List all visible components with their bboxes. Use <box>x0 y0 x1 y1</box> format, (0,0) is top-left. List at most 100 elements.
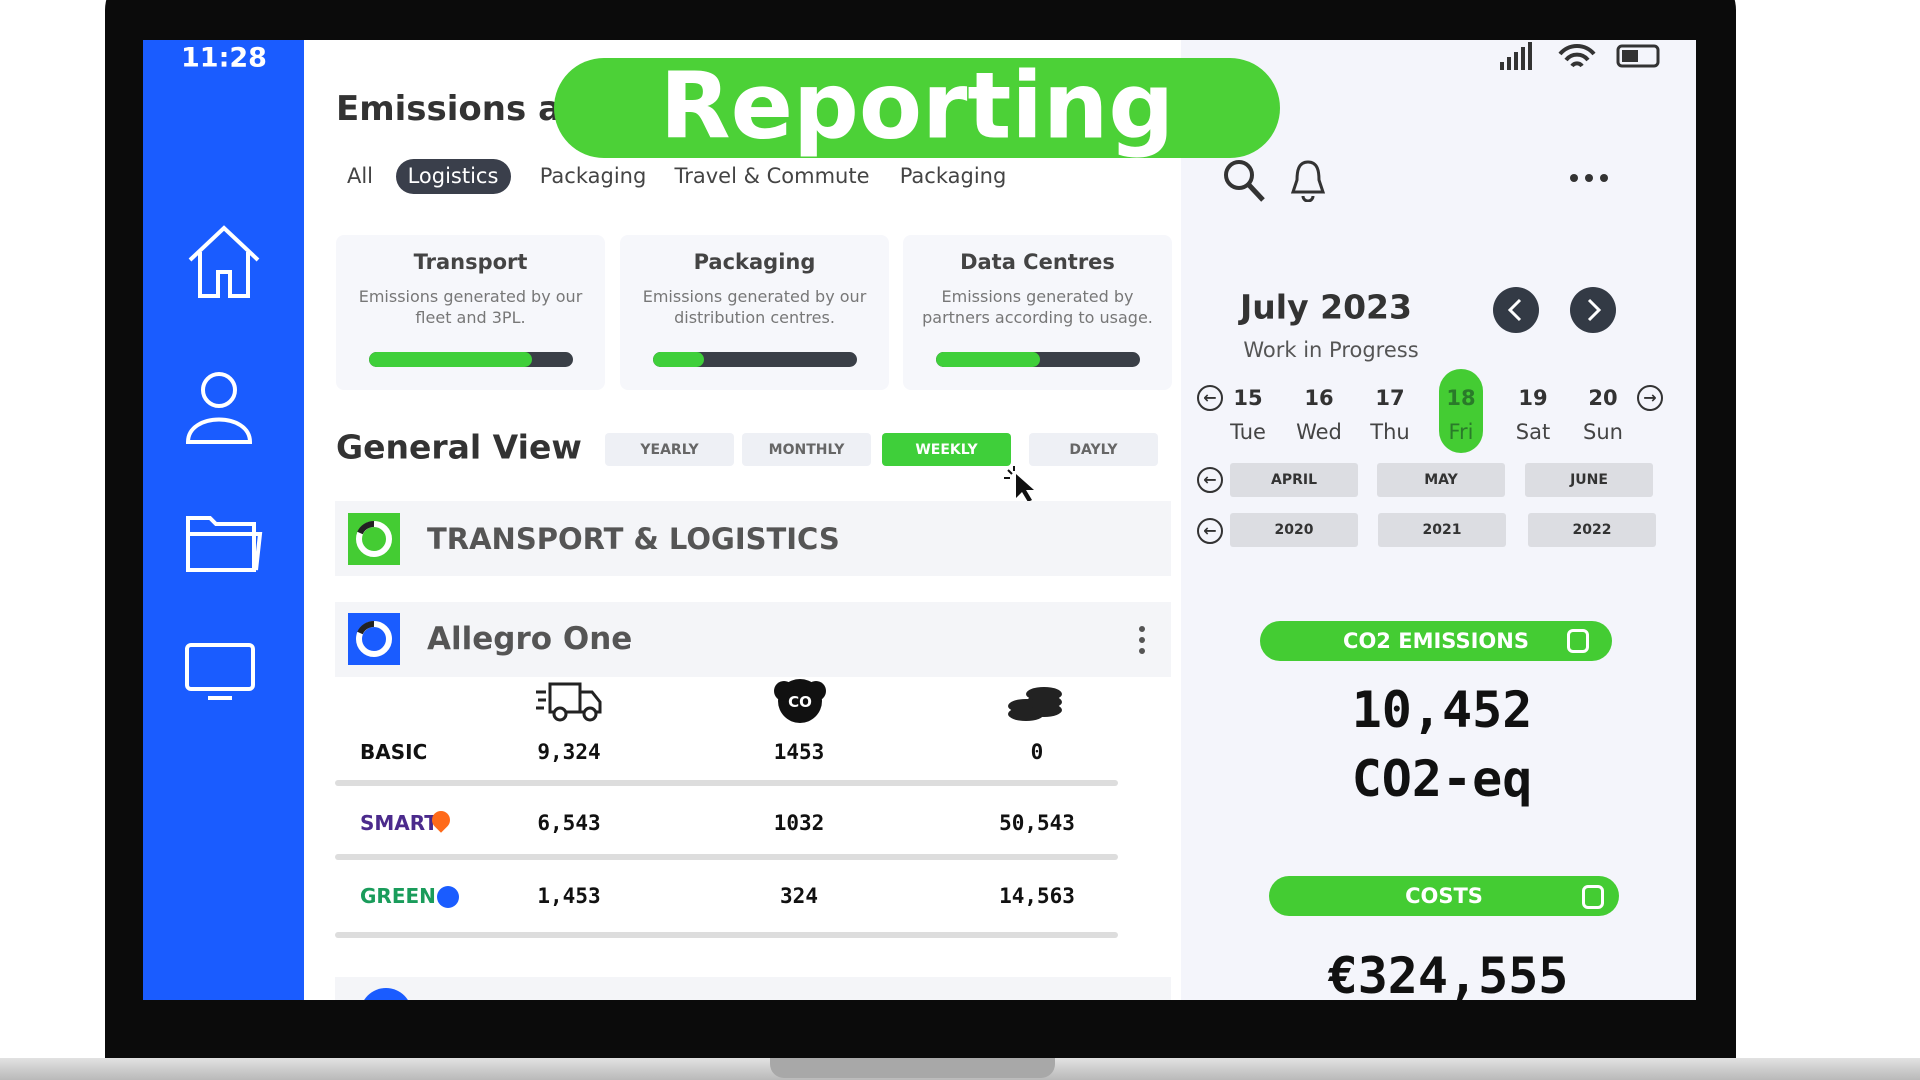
period-button[interactable]: DAYLY <box>1029 433 1158 466</box>
cell-value: 324 <box>780 884 818 908</box>
cell-value: 1,453 <box>537 884 601 908</box>
coins-icon <box>1008 687 1062 721</box>
card-title: Data Centres <box>960 250 1115 274</box>
tab[interactable]: Travel & Commute <box>674 164 870 188</box>
month-button[interactable]: MAY <box>1377 463 1505 497</box>
day-number[interactable]: 15 <box>1233 386 1263 410</box>
info-icon <box>437 886 459 908</box>
day-weekday[interactable]: Tue <box>1230 420 1266 444</box>
day-number[interactable]: 17 <box>1375 386 1405 410</box>
emissions-unit: CO2-eq <box>1351 750 1533 808</box>
progress-track <box>936 352 1140 367</box>
tab[interactable]: Logistics <box>407 164 499 188</box>
costs-pill: COSTS <box>1269 876 1619 916</box>
day-number[interactable]: 20 <box>1588 386 1618 410</box>
period-button[interactable]: MONTHLY <box>742 433 871 466</box>
tab-active-bg <box>396 159 511 194</box>
svg-text:CO: CO <box>788 693 812 711</box>
period-button[interactable]: YEARLY <box>605 433 734 466</box>
card-title: Transport <box>413 250 528 274</box>
info-card: Data Centres Emissions generated by partn… <box>903 235 1172 390</box>
cell-value: 1453 <box>773 740 825 764</box>
month-button[interactable]: JUNE <box>1525 463 1653 497</box>
card-description: Emissions generated by our fleet and 3PL… <box>358 287 583 327</box>
company-menu[interactable] <box>1136 624 1148 656</box>
slider[interactable] <box>335 932 1118 938</box>
banner <box>554 58 1280 158</box>
company-row <box>335 602 1171 677</box>
more-icon[interactable] <box>1568 170 1610 186</box>
year-button[interactable]: 2021 <box>1378 513 1506 547</box>
home-icon[interactable] <box>184 222 264 302</box>
day-weekday[interactable]: Sun <box>1583 420 1623 444</box>
month-button[interactable]: APRIL <box>1230 463 1358 497</box>
bell-icon[interactable] <box>1290 158 1326 202</box>
nav-arrow[interactable]: ← <box>1197 385 1223 411</box>
row-label: SMART <box>360 811 438 835</box>
page-title: Emissions ar <box>336 89 578 129</box>
general-view-title: General View <box>336 427 582 467</box>
slider[interactable] <box>335 854 1118 860</box>
costs-label: COSTS <box>1405 884 1483 908</box>
banner-text: Reporting <box>659 52 1175 160</box>
calendar-status: Work in Progress <box>1243 338 1419 362</box>
emissions-pill: CO2 EMISSIONS <box>1260 621 1612 661</box>
day-number[interactable]: 16 <box>1304 386 1334 410</box>
progress-fill <box>369 352 533 367</box>
cell-value: 9,324 <box>537 740 601 764</box>
year-button[interactable]: 2022 <box>1528 513 1656 547</box>
user-icon[interactable] <box>184 370 254 445</box>
card-description: Emissions generated by partners accordin… <box>922 287 1153 327</box>
period-button[interactable]: WEEKLY <box>882 433 1011 466</box>
pill-icon <box>1567 629 1589 653</box>
day-number[interactable]: 18 <box>1446 386 1476 410</box>
status-time: 11:28 <box>181 42 267 74</box>
row-label: GREEN <box>360 884 436 908</box>
tab[interactable]: All <box>346 164 374 188</box>
cell-value: 0 <box>1030 740 1044 764</box>
sidebar <box>143 40 304 1000</box>
company-icon <box>348 613 400 665</box>
progress-fill <box>653 352 704 367</box>
cell-value: 6,543 <box>537 811 601 835</box>
nav-arrow[interactable]: → <box>1637 385 1663 411</box>
calendar-month: July 2023 <box>1240 287 1412 327</box>
day-weekday[interactable]: Wed <box>1296 420 1342 444</box>
cell-value: 50,543 <box>999 811 1075 835</box>
next-row-icon <box>360 988 412 1000</box>
day-number[interactable]: 19 <box>1518 386 1548 410</box>
emissions-value: 10,452 <box>1351 681 1533 739</box>
truck-icon <box>536 682 602 722</box>
info-card: Packaging Emissions generated by our dist… <box>620 235 889 390</box>
progress-track <box>369 352 573 367</box>
progress-fill <box>936 352 1041 367</box>
day-selected-bg <box>1439 369 1483 453</box>
day-weekday[interactable]: Sat <box>1515 420 1551 444</box>
nav-arrow[interactable]: ← <box>1197 518 1223 544</box>
group-title: TRANSPORT & LOGISTICS <box>427 522 840 556</box>
emissions-label: CO2 EMISSIONS <box>1343 629 1529 653</box>
cell-value: 1032 <box>773 811 825 835</box>
tab[interactable]: Packaging <box>539 164 647 188</box>
cell-value: 14,563 <box>999 884 1075 908</box>
day-weekday[interactable]: Thu <box>1370 420 1410 444</box>
pill-icon <box>1582 885 1604 909</box>
card-description: Emissions generated by our distribution … <box>642 287 867 327</box>
cursor <box>1004 466 1034 502</box>
group-row <box>335 501 1171 576</box>
next-row <box>335 977 1171 1000</box>
status-icons <box>1500 42 1660 70</box>
year-button[interactable]: 2020 <box>1230 513 1358 547</box>
month-nav[interactable] <box>1493 287 1617 333</box>
slider[interactable] <box>335 780 1118 786</box>
day-weekday[interactable]: Fri <box>1448 420 1474 444</box>
laptop-notch <box>770 1058 1055 1078</box>
nav-arrow[interactable]: ← <box>1197 467 1223 493</box>
company-title: Allegro One <box>427 621 633 657</box>
monitor-icon[interactable] <box>184 642 256 704</box>
search-icon[interactable] <box>1222 158 1266 204</box>
tab[interactable]: Packaging <box>899 164 1007 188</box>
folder-icon[interactable] <box>184 510 264 575</box>
